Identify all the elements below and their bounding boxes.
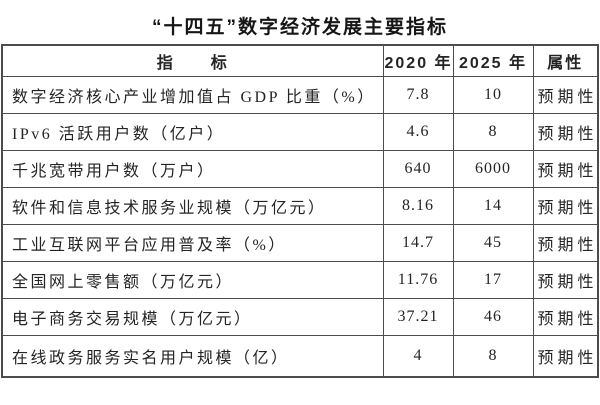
- indicator-cell: 工业互联网平台应用普及率（%）: [1, 223, 384, 262]
- table-row: 在线政务服务实名用户规模（亿） 4 8 预期性: [1, 334, 599, 378]
- indicator-cell: 软件和信息技术服务业规模（万亿元）: [1, 186, 384, 225]
- attribute-cell: 预期性: [532, 149, 599, 188]
- header-2020: 2020 年: [382, 44, 454, 77]
- value-2020-cell: 7.8: [382, 75, 454, 114]
- indicator-cell: 在线政务服务实名用户规模（亿）: [1, 334, 384, 378]
- indicators-table: 指 标 2020 年 2025 年 属性 数字经济核心产业增加值占 GDP 比重…: [1, 44, 599, 378]
- value-2020-cell: 11.76: [382, 260, 454, 299]
- value-2020-cell: 4.6: [382, 112, 454, 151]
- header-2025: 2025 年: [452, 44, 534, 77]
- table-header-row: 指 标 2020 年 2025 年 属性: [1, 44, 599, 77]
- indicator-cell: 全国网上零售额（万亿元）: [1, 260, 384, 299]
- table-row: 数字经济核心产业增加值占 GDP 比重（%） 7.8 10 预期性: [1, 75, 599, 114]
- value-2025-cell: 14: [452, 186, 534, 225]
- attribute-cell: 预期性: [532, 223, 599, 262]
- attribute-cell: 预期性: [532, 75, 599, 114]
- value-2025-cell: 45: [452, 223, 534, 262]
- attribute-cell: 预期性: [532, 260, 599, 299]
- value-2025-cell: 46: [452, 297, 534, 336]
- indicator-cell: 电子商务交易规模（万亿元）: [1, 297, 384, 336]
- table-row: 软件和信息技术服务业规模（万亿元） 8.16 14 预期性: [1, 186, 599, 225]
- indicator-cell: 数字经济核心产业增加值占 GDP 比重（%）: [1, 75, 384, 114]
- value-2020-cell: 8.16: [382, 186, 454, 225]
- page-title: “十四五”数字经济发展主要指标: [151, 17, 448, 38]
- attribute-cell: 预期性: [532, 186, 599, 225]
- value-2025-cell: 17: [452, 260, 534, 299]
- indicator-cell: 千兆宽带用户数（万户）: [1, 149, 384, 188]
- value-2025-cell: 10: [452, 75, 534, 114]
- value-2025-cell: 8: [452, 334, 534, 378]
- table-row: 工业互联网平台应用普及率（%） 14.7 45 预期性: [1, 223, 599, 262]
- table-row: 千兆宽带用户数（万户） 640 6000 预期性: [1, 149, 599, 188]
- value-2020-cell: 14.7: [382, 223, 454, 262]
- attribute-cell: 预期性: [532, 334, 599, 378]
- header-attribute: 属性: [532, 44, 599, 77]
- attribute-cell: 预期性: [532, 112, 599, 151]
- value-2020-cell: 4: [382, 334, 454, 378]
- table-row: 电子商务交易规模（万亿元） 37.21 46 预期性: [1, 297, 599, 336]
- value-2020-cell: 37.21: [382, 297, 454, 336]
- value-2025-cell: 8: [452, 112, 534, 151]
- table-row: IPv6 活跃用户数（亿户） 4.6 8 预期性: [1, 112, 599, 151]
- attribute-cell: 预期性: [532, 297, 599, 336]
- table-row: 全国网上零售额（万亿元） 11.76 17 预期性: [1, 260, 599, 299]
- value-2020-cell: 640: [382, 149, 454, 188]
- indicator-cell: IPv6 活跃用户数（亿户）: [1, 112, 384, 151]
- value-2025-cell: 6000: [452, 149, 534, 188]
- header-indicator: 指 标: [1, 44, 384, 77]
